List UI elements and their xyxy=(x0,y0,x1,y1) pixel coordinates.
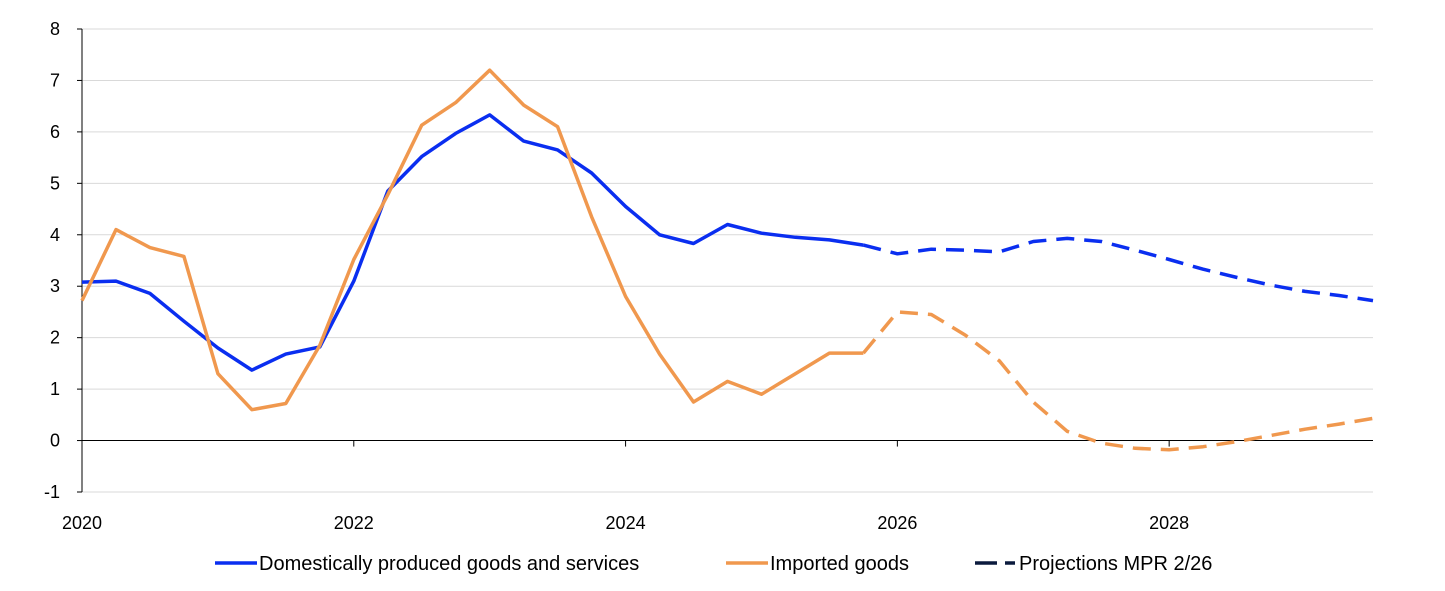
series-line-imported xyxy=(80,68,864,412)
legend: Domestically produced goods and services… xyxy=(215,553,1212,575)
series-lines xyxy=(80,68,1374,452)
y-tick-label: 0 xyxy=(50,431,60,451)
x-tick-label: 2022 xyxy=(334,513,374,533)
y-tick-label: 1 xyxy=(50,379,60,399)
y-tick-label: -1 xyxy=(44,482,60,502)
legend-label: Domestically produced goods and services xyxy=(259,553,639,575)
tick-labels: -1 0 1 2 3 4 5 6 7 8 2020 2022 2024 2026 2028 xyxy=(44,19,1189,533)
series-line-domestic xyxy=(81,113,864,372)
x-tick-label: 2028 xyxy=(1149,513,1189,533)
x-tick-label: 2020 xyxy=(62,513,102,533)
y-tick-label: 3 xyxy=(50,276,60,296)
axes xyxy=(77,28,1373,493)
y-tick-label: 5 xyxy=(50,173,60,193)
y-tick-label: 4 xyxy=(50,225,60,245)
y-tick-label: 7 xyxy=(50,70,60,90)
y-tick-label: 6 xyxy=(50,122,60,142)
gridlines xyxy=(82,28,1373,493)
x-tick-label: 2024 xyxy=(606,513,646,533)
legend-label: Imported goods xyxy=(770,553,909,575)
legend-label: Projections MPR 2/26 xyxy=(1019,553,1212,575)
projection-line-imported xyxy=(862,310,1374,452)
y-tick-label: 8 xyxy=(50,19,60,39)
y-tick-label: 2 xyxy=(50,328,60,348)
projection-line-domestic xyxy=(862,236,1374,303)
x-tick-label: 2026 xyxy=(877,513,917,533)
